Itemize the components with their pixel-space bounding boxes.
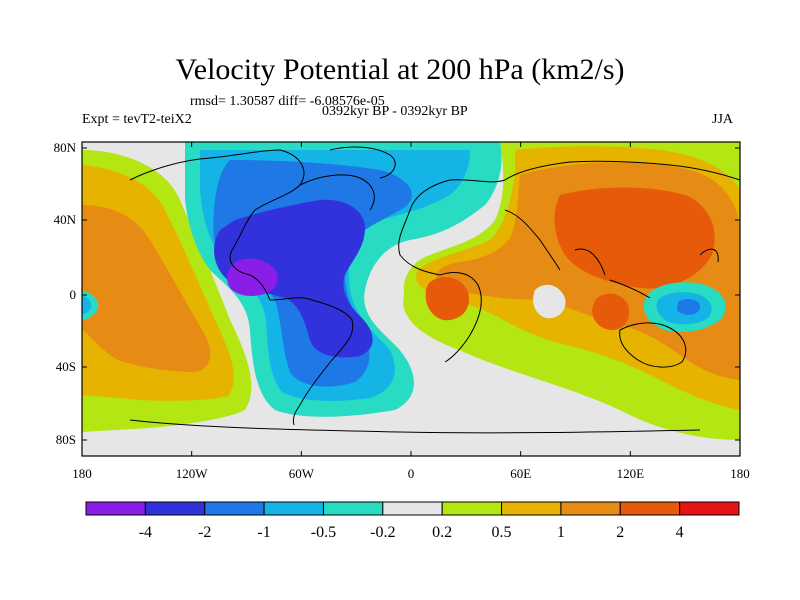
colorbar-swatch (619, 501, 681, 516)
lon-tick-label: 120W (176, 466, 209, 481)
coastlines (129, 146, 740, 434)
colorbar-swatch (263, 501, 324, 516)
lon-tick-label: 60E (510, 466, 531, 481)
colorbar-swatch (204, 501, 265, 516)
lat-tick-label: 40S (56, 359, 76, 374)
lon-tick-label: 0 (408, 466, 415, 481)
lon-tick-label: 180 (72, 466, 92, 481)
wpac-negative-1 (677, 299, 701, 315)
lat-tick-label: 80S (56, 432, 76, 447)
colorbar-swatch (144, 501, 206, 516)
colorbar-labels: -4 -2 -1 -0.5 -0.2 0.2 0.5 1 2 4 (139, 524, 684, 541)
lat-tick-label: 80N (54, 140, 77, 155)
colorbar-label: -0.5 (311, 524, 336, 541)
plot-title: Velocity Potential at 200 hPa (km2/s) (175, 53, 625, 86)
colorbar-swatch (679, 501, 740, 516)
colorbar (85, 501, 740, 516)
colorbar-label: -4 (139, 524, 152, 541)
lat-tick-label: 0 (70, 287, 77, 302)
west-edge-blue (82, 296, 92, 314)
indonesia-positive-2 (592, 293, 630, 330)
indian-ocean-neutral (533, 284, 566, 319)
colorbar-swatch (560, 501, 621, 516)
colorbar-label: 0.2 (432, 524, 452, 541)
colorbar-label: -1 (257, 524, 270, 541)
africa-positive-2 (425, 277, 470, 321)
colorbar-label: 4 (676, 524, 684, 541)
lat-tick-label: 40N (54, 212, 77, 227)
longitude-ticks: 180 120W 60W 0 60E 120E 180 (72, 142, 750, 481)
colorbar-label: 2 (616, 524, 624, 541)
lon-tick-label: 120E (617, 466, 645, 481)
colorbar-label: 1 (557, 524, 565, 541)
americas-negative-4 (227, 258, 278, 296)
latitude-ticks: 80N 40N 0 40S 80S (54, 140, 740, 447)
colorbar-swatch (501, 501, 562, 516)
americas-negative-2 (214, 199, 373, 358)
colorbar-label: -2 (198, 524, 211, 541)
period-label: 0392kyr BP - 0392kyr BP (322, 104, 468, 119)
colorbar-swatch (85, 501, 146, 516)
lon-tick-label: 60W (289, 466, 315, 481)
colorbar-swatch (322, 501, 384, 516)
colorbar-swatch (441, 501, 503, 516)
velocity-potential-field (82, 142, 740, 456)
eurasia-positive-2 (554, 187, 715, 289)
season-label: JJA (712, 112, 734, 127)
colorbar-label: 0.5 (492, 524, 512, 541)
stats-line: rmsd= 1.30587 diff= -6.08576e-05 (190, 94, 385, 109)
experiment-label: Expt = tevT2-teiX2 (82, 112, 192, 127)
colorbar-label: -0.2 (370, 524, 395, 541)
pacific-positive-1 (82, 205, 211, 372)
lon-tick-label: 180 (730, 466, 750, 481)
colorbar-swatch (382, 501, 443, 516)
